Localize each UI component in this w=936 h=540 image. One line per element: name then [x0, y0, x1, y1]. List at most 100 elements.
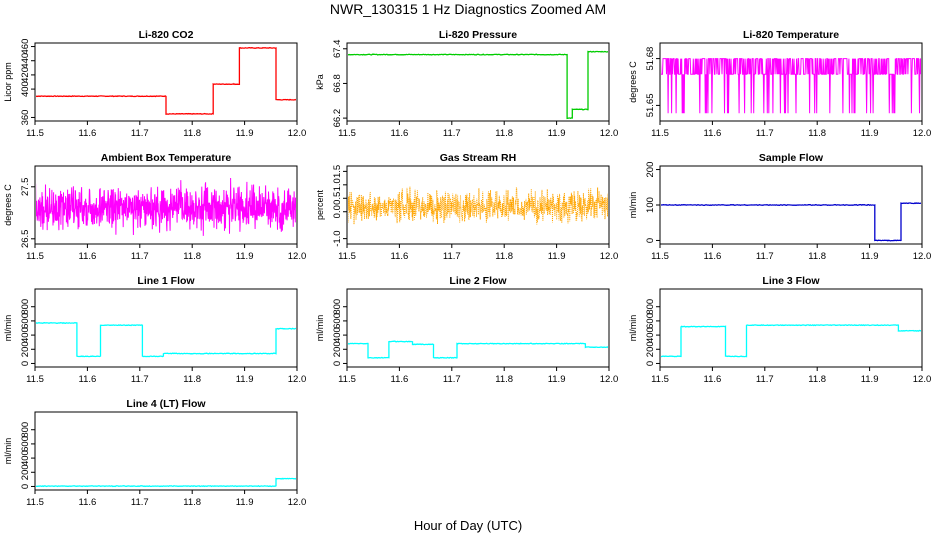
- y-tick-label: 400: [332, 327, 343, 343]
- y-tick-label: 800: [20, 299, 31, 315]
- y-tick-label: 200: [645, 162, 656, 178]
- x-tick-label: 11.8: [808, 128, 826, 139]
- x-tick-label: 11.9: [236, 251, 254, 262]
- x-tick-label: 11.9: [236, 128, 254, 139]
- x-tick-label: 11.6: [391, 374, 409, 385]
- series-9: [36, 477, 296, 488]
- x-axis-label: Hour of Day (UTC): [413, 518, 523, 533]
- panel-8: Line 3 Flow 11.5 11.6 11.7 11.8 11.9 12.0 0 2004…: [628, 275, 931, 385]
- series-6: [36, 321, 296, 358]
- panel-title: Li-820 Temperature: [743, 29, 839, 41]
- x-tick-label: 11.5: [26, 497, 44, 508]
- x-tick-label: 12.0: [913, 251, 932, 262]
- plot-frame: [346, 42, 610, 122]
- series-line: [36, 47, 296, 115]
- panel-title: Li-820 Pressure: [439, 29, 517, 41]
- series-line: [348, 50, 608, 120]
- y-tick-label: 0.0: [332, 205, 343, 218]
- x-tick-label: 11.8: [495, 374, 513, 385]
- x-tick-label: 11.6: [79, 128, 97, 139]
- x-tick-label: 11.5: [26, 251, 44, 262]
- x-tick-label: 12.0: [913, 128, 932, 139]
- plot-frame: [659, 288, 923, 368]
- plot-frame: [34, 165, 298, 245]
- y-axis-label: ml/min: [3, 315, 13, 342]
- x-tick-label: 11.7: [131, 497, 149, 508]
- y-tick-label: 100: [645, 197, 656, 213]
- panel-5: Sample Flow 11.5 11.6 11.7 11.8 11.9 12.0 0 100 2…: [628, 152, 931, 262]
- x-tick-label: 11.5: [338, 128, 356, 139]
- x-tick-label: 11.9: [548, 374, 566, 385]
- x-tick-label: 11.6: [391, 251, 409, 262]
- y-tick-label: 400: [20, 327, 31, 343]
- x-tick-label: 11.5: [26, 374, 44, 385]
- series-1: [348, 50, 608, 120]
- x-tick-label: 12.0: [288, 497, 307, 508]
- panel-title: Ambient Box Temperature: [101, 152, 232, 164]
- panel-title: Line 4 (LT) Flow: [126, 398, 206, 410]
- series-line: [661, 202, 921, 242]
- y-tick-label: 51.68: [645, 47, 656, 71]
- y-tick-label: 600: [20, 436, 31, 452]
- panel-2: Li-820 Temperature 11.5 11.6 11.7 11.8 11.9 12…: [628, 29, 931, 139]
- panel-title: Li-820 CO2: [139, 29, 194, 41]
- series-7: [348, 340, 608, 359]
- x-tick-label: 11.7: [756, 374, 774, 385]
- series-5: [661, 202, 921, 242]
- y-tick-label: 200: [332, 341, 343, 357]
- y-axis-label: Licor ppm: [3, 62, 13, 102]
- panel-0: Li-820 CO2 11.5 11.6 11.7 11.8 11.9 12.0 360 400…: [3, 29, 306, 139]
- y-tick-label: 440: [20, 53, 31, 69]
- series-line: [348, 186, 608, 225]
- y-axis-label: ml/min: [315, 315, 325, 342]
- y-axis-label: kPa: [315, 74, 325, 90]
- series-line: [36, 177, 296, 236]
- plot-frame: [659, 42, 923, 122]
- figure-title: NWR_130315 1 Hz Diagnostics Zoomed AM: [329, 1, 607, 17]
- y-tick-label: 400: [645, 327, 656, 343]
- y-axis-label: ml/min: [3, 438, 13, 465]
- y-tick-label: 0: [332, 361, 343, 366]
- x-tick-label: 11.8: [808, 374, 826, 385]
- x-tick-label: 11.6: [391, 128, 409, 139]
- x-tick-label: 11.7: [443, 128, 461, 139]
- y-tick-label: 600: [20, 313, 31, 329]
- y-tick-label: 800: [332, 299, 343, 315]
- x-tick-label: 11.9: [236, 374, 254, 385]
- series-line: [661, 324, 921, 358]
- x-tick-label: 11.7: [131, 374, 149, 385]
- x-tick-label: 11.7: [443, 251, 461, 262]
- panel-title: Sample Flow: [759, 152, 824, 164]
- panel-4: Gas Stream RH 11.5 11.6 11.7 11.8 11.9 12.0 -1.…: [315, 152, 618, 262]
- y-tick-label: 0: [645, 361, 656, 366]
- x-tick-label: 12.0: [913, 374, 932, 385]
- y-tick-label: 420: [20, 67, 31, 83]
- y-tick-label: 800: [645, 299, 656, 315]
- x-tick-label: 12.0: [288, 128, 307, 139]
- y-axis-label: ml/min: [628, 192, 638, 219]
- x-tick-label: 11.9: [861, 251, 879, 262]
- y-tick-label: 27.5: [20, 178, 31, 197]
- x-tick-label: 11.5: [651, 128, 669, 139]
- panel-9: Line 4 (LT) Flow 11.5 11.6 11.7 11.8 11.9 12.0…: [3, 398, 306, 508]
- y-tick-label: 600: [332, 313, 343, 329]
- y-tick-label: 0: [20, 361, 31, 366]
- y-tick-label: 26.5: [20, 230, 31, 249]
- x-tick-label: 11.6: [79, 497, 97, 508]
- x-tick-label: 11.8: [183, 128, 201, 139]
- panel-title: Line 1 Flow: [137, 275, 195, 287]
- x-tick-label: 11.9: [861, 128, 879, 139]
- y-tick-label: 460: [20, 39, 31, 55]
- x-tick-label: 11.7: [756, 128, 774, 139]
- x-tick-label: 11.8: [183, 497, 201, 508]
- x-tick-label: 11.6: [704, 251, 722, 262]
- plot-frame: [346, 288, 610, 368]
- x-tick-label: 11.5: [651, 251, 669, 262]
- x-tick-label: 12.0: [288, 374, 307, 385]
- panel-title: Line 3 Flow: [762, 275, 820, 287]
- x-tick-label: 11.5: [338, 251, 356, 262]
- x-tick-label: 11.5: [26, 128, 44, 139]
- y-tick-label: 0: [645, 238, 656, 243]
- x-tick-label: 11.8: [183, 374, 201, 385]
- x-tick-label: 11.9: [548, 128, 566, 139]
